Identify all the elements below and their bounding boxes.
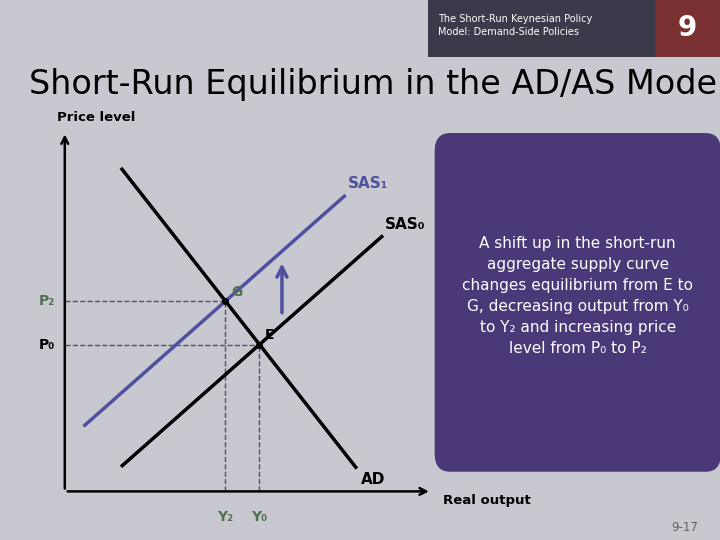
FancyBboxPatch shape (428, 0, 655, 57)
FancyBboxPatch shape (435, 133, 720, 472)
Text: 9: 9 (678, 15, 697, 42)
FancyBboxPatch shape (655, 0, 720, 57)
Text: The Short-Run Keynesian Policy
Model: Demand-Side Policies: The Short-Run Keynesian Policy Model: De… (438, 14, 592, 37)
Text: Short-Run Equilibrium in the AD/AS Model: Short-Run Equilibrium in the AD/AS Model (29, 69, 720, 102)
Text: SAS₀: SAS₀ (385, 217, 426, 232)
Text: A shift up in the short-run
aggregate supply curve
changes equilibrium from E to: A shift up in the short-run aggregate su… (462, 237, 693, 356)
Text: Y₂: Y₂ (217, 510, 233, 524)
Text: P₂: P₂ (39, 294, 55, 308)
Text: G: G (231, 285, 243, 299)
Text: Real output: Real output (443, 494, 531, 507)
Text: P₀: P₀ (39, 338, 55, 352)
Text: E: E (265, 328, 274, 342)
Text: AD: AD (361, 472, 385, 487)
Text: Y₀: Y₀ (251, 510, 268, 524)
Text: 9-17: 9-17 (672, 521, 698, 534)
Text: SAS₁: SAS₁ (348, 177, 388, 191)
Text: Price level: Price level (58, 111, 135, 124)
